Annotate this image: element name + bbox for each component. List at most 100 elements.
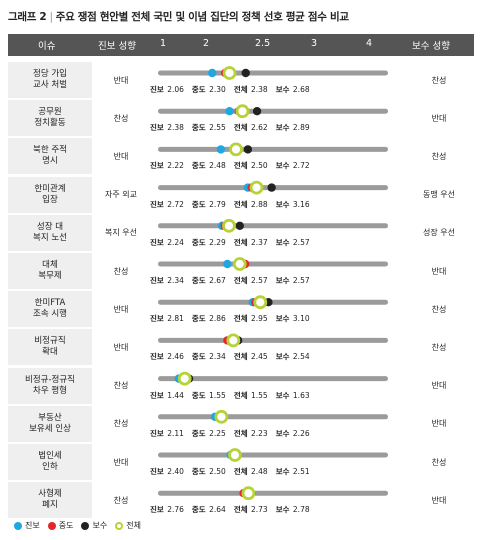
progressive-side-label: 반대: [92, 138, 150, 175]
value-overall-label: 전체: [233, 123, 248, 133]
value-progressive: 진보 2.72: [150, 200, 184, 209]
value-progressive-label: 진보: [150, 237, 164, 247]
value-overall: 전체 2.88: [234, 200, 268, 209]
point-overall: [253, 295, 268, 310]
value-conservative-number: 2.26: [290, 428, 310, 438]
value-progressive-number: 2.06: [164, 85, 184, 94]
value-progressive-number: 2.46: [164, 352, 184, 362]
value-overall-label: 전체: [233, 85, 248, 94]
plot-cell: [150, 214, 404, 251]
conservative-side-label: 찬성: [404, 329, 474, 366]
value-overall-label: 전체: [233, 199, 248, 209]
header-issue: 이슈: [38, 41, 56, 52]
table-row: 부동산 보유세 인상 찬성 반대: [8, 405, 474, 442]
point-overall: [229, 142, 243, 157]
track-bar: [158, 70, 388, 76]
progressive-side-label: 자주 외교: [92, 176, 150, 213]
value-overall-number: 2.38: [248, 85, 268, 94]
value-conservative-number: 2.57: [290, 237, 310, 247]
legend-dot-progressive: [14, 521, 22, 530]
value-overall-number: 1.55: [248, 390, 268, 400]
value-readout: 진보 2.22 중도 2.48 전체 2.50 보수 2.72: [150, 160, 318, 171]
value-progressive: 진보 1.44: [150, 391, 184, 400]
value-overall: 전체 2.45: [234, 352, 268, 361]
point-conservative: [243, 145, 253, 154]
value-moderate: 중도 2.67: [192, 276, 226, 285]
value-conservative-label: 보수: [275, 237, 290, 247]
value-conservative: 보수 2.72: [276, 161, 310, 170]
legend-item-overall: 전체: [115, 520, 141, 531]
value-progressive-label: 진보: [150, 467, 164, 476]
issue-label: 공무원 정치활동: [34, 107, 66, 129]
track-bar: [158, 452, 388, 458]
value-overall-number: 2.73: [248, 505, 268, 515]
value-conservative-label: 보수: [275, 390, 290, 400]
issue-label: 대체 복무제: [38, 260, 62, 281]
issue-label: 부동산 보유세 인상: [29, 412, 71, 434]
value-moderate-label: 중도: [191, 237, 206, 247]
legend-label-moderate: 중도: [58, 521, 74, 530]
point-progressive: [208, 68, 217, 78]
conservative-side-label: 동맹 우선: [404, 176, 474, 213]
progressive-side-label: 반대: [92, 329, 150, 366]
value-moderate: 중도 2.64: [192, 505, 226, 514]
value-progressive: 진보 2.11: [150, 429, 184, 438]
point-overall: [249, 180, 264, 195]
value-readout: 진보 2.34 중도 2.67 전체 2.57 보수 2.57: [150, 275, 318, 286]
value-conservative-label: 보수: [275, 123, 290, 133]
plot-cell: [150, 367, 404, 404]
progressive-side-label: 찬성: [92, 482, 150, 519]
value-conservative-label: 보수: [275, 428, 290, 438]
point-conservative: [267, 183, 276, 192]
header-tick-1: 1: [160, 38, 167, 49]
conservative-side-label: 찬성: [404, 444, 474, 480]
value-overall-label: 전체: [233, 390, 248, 400]
table-row: 한미FTA 조속 시행 반대 찬성: [8, 291, 474, 328]
value-moderate-number: 2.34: [206, 352, 226, 362]
value-overall-label: 전체: [233, 314, 248, 324]
value-conservative: 보수 2.57: [276, 238, 310, 247]
value-overall-number: 2.48: [248, 467, 268, 476]
value-moderate-label: 중도: [191, 467, 206, 476]
title-separator: |: [49, 11, 53, 23]
track-bar: [158, 108, 388, 114]
point-progressive: [223, 259, 232, 269]
value-progressive-label: 진보: [150, 123, 164, 133]
value-moderate: 중도 2.79: [192, 200, 226, 209]
value-conservative-label: 보수: [275, 276, 290, 285]
value-progressive-number: 2.34: [164, 276, 184, 285]
point-overall: [177, 371, 192, 386]
value-conservative-number: 2.51: [290, 467, 310, 476]
point-overall: [228, 448, 242, 462]
value-readout: 진보 2.76 중도 2.64 전체 2.73 보수 2.78: [150, 504, 318, 515]
point-conservative: [235, 221, 244, 230]
value-moderate: 중도 2.29: [192, 238, 226, 247]
progressive-side-label: 반대: [92, 291, 150, 328]
value-overall: 전체 2.57: [234, 276, 268, 285]
value-moderate-number: 2.30: [206, 85, 226, 94]
legend: 진보 중도 보수 전체: [14, 520, 149, 531]
value-conservative-number: 2.54: [290, 352, 310, 362]
value-overall: 전체 2.23: [234, 429, 268, 438]
value-progressive-label: 진보: [150, 161, 164, 171]
issue-label: 비정규-정규직 차우 평형: [25, 374, 75, 396]
progressive-side-label: 반대: [92, 62, 150, 98]
header-tick-3: 2.5: [255, 38, 271, 49]
value-progressive-number: 2.22: [164, 161, 184, 171]
value-readout: 진보 2.38 중도 2.55 전체 2.62 보수 2.89: [150, 122, 318, 133]
value-overall: 전체 1.55: [234, 391, 268, 400]
progressive-side-label: 찬성: [92, 100, 150, 137]
value-progressive-number: 2.24: [164, 237, 184, 247]
point-overall: [214, 409, 229, 424]
chart-title-text: 주요 쟁점 현안별 전체 국민 및 이념 집단의 정책 선호 평균 점수 비교: [55, 11, 349, 23]
plot-cell: [150, 329, 404, 366]
value-conservative: 보수 2.54: [276, 352, 310, 361]
header-conservative: 보수 성향: [412, 41, 450, 52]
table-row: 비정규직 확대 반대 찬성: [8, 329, 474, 366]
value-conservative-number: 2.68: [290, 85, 310, 94]
value-overall-label: 전체: [233, 428, 248, 438]
issue-label: 정당 가입 교사 처벌: [33, 69, 67, 90]
value-moderate: 중도 2.50: [192, 467, 226, 476]
track-bar: [158, 261, 388, 267]
